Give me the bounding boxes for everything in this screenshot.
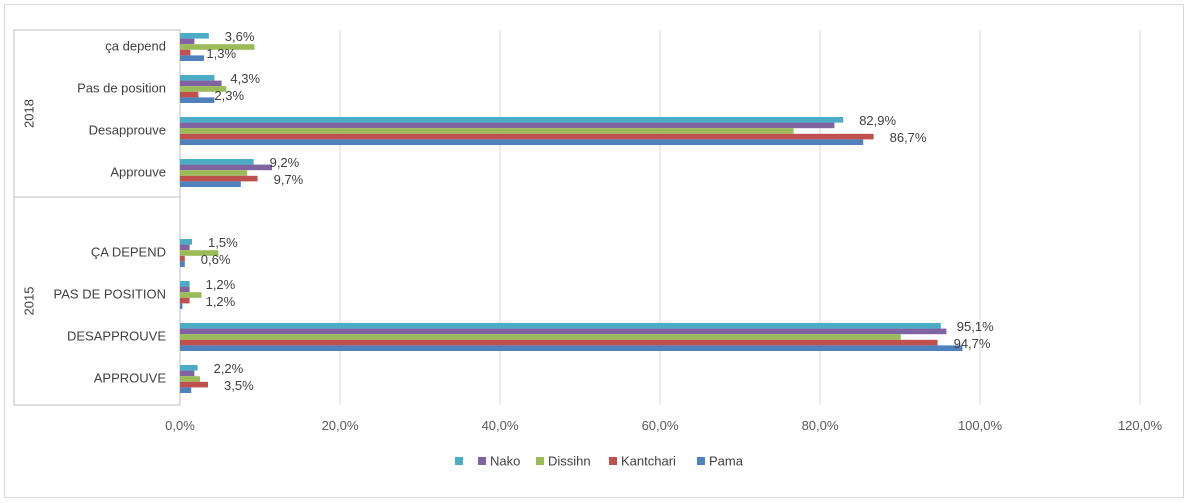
- bar: [180, 345, 962, 351]
- bar: [180, 176, 258, 182]
- bar: [180, 181, 241, 187]
- bar: [180, 329, 946, 335]
- bar: [180, 55, 204, 61]
- legend-label: Dissihn: [548, 453, 591, 468]
- data-label: 3,6%: [225, 29, 255, 44]
- bar: [180, 298, 190, 304]
- bar: [180, 245, 190, 251]
- data-label: 82,9%: [859, 113, 896, 128]
- bar: [180, 134, 874, 140]
- legend-swatch: [536, 457, 544, 465]
- data-label: 3,5%: [224, 378, 254, 393]
- bar: [180, 165, 272, 171]
- bar: [180, 75, 214, 81]
- data-label: 4,3%: [230, 71, 260, 86]
- legend-swatch: [455, 457, 463, 465]
- data-label: 2,3%: [214, 88, 244, 103]
- data-label: 1,5%: [208, 235, 238, 250]
- data-label: 1,3%: [206, 46, 236, 61]
- bar: [180, 123, 834, 129]
- legend-label: Kantchari: [621, 453, 676, 468]
- bar: [180, 382, 208, 388]
- bar: [180, 33, 209, 39]
- bar: [180, 159, 254, 165]
- data-label: 86,7%: [890, 130, 927, 145]
- bar: [180, 39, 194, 45]
- data-label: 94,7%: [954, 336, 991, 351]
- bar: [180, 117, 843, 123]
- data-label: 9,7%: [274, 172, 304, 187]
- data-label: 1,2%: [206, 277, 236, 292]
- data-label: 95,1%: [957, 319, 994, 334]
- bar: [180, 292, 202, 298]
- x-tick-label: 0,0%: [165, 418, 195, 433]
- category-label: ÇA DEPEND: [91, 244, 166, 259]
- bar: [180, 376, 200, 382]
- x-tick-label: 100,0%: [958, 418, 1003, 433]
- bar: [180, 239, 192, 245]
- bar: [180, 92, 198, 98]
- x-tick-label: 60,0%: [642, 418, 679, 433]
- bar: [180, 256, 185, 262]
- x-tick-label: 20,0%: [322, 418, 359, 433]
- legend-swatch: [609, 457, 617, 465]
- bar: [180, 323, 941, 329]
- data-label: 1,2%: [206, 294, 236, 309]
- legend-swatch: [478, 457, 486, 465]
- group-label: 2015: [21, 287, 36, 316]
- bar: [180, 371, 194, 377]
- bar: [180, 97, 214, 103]
- legend-label: Pama: [709, 453, 744, 468]
- bar: [180, 303, 182, 309]
- bar: [180, 139, 863, 145]
- category-label: ça depend: [105, 38, 166, 53]
- bar: [180, 365, 198, 371]
- bar: [180, 287, 190, 293]
- bars: [180, 33, 962, 393]
- x-tick-label: 40,0%: [482, 418, 519, 433]
- bar: [180, 81, 222, 87]
- bar: [180, 50, 190, 56]
- bar: [180, 387, 191, 393]
- bar: [180, 128, 794, 134]
- legend-swatch: [697, 457, 705, 465]
- group-label: 2018: [21, 99, 36, 128]
- category-label: APPROUVE: [94, 370, 167, 385]
- bar: [180, 334, 901, 340]
- category-label: PAS DE POSITION: [54, 286, 166, 301]
- x-tick-label: 80,0%: [802, 418, 839, 433]
- category-label: Pas de position: [77, 80, 166, 95]
- bar: [180, 261, 185, 267]
- bar: [180, 340, 938, 346]
- category-label: Desapprouve: [89, 122, 166, 137]
- bar: [180, 281, 190, 287]
- category-label: DESAPPROUVE: [67, 328, 166, 343]
- data-label: 9,2%: [270, 155, 300, 170]
- data-label: 0,6%: [201, 252, 231, 267]
- legend-label: Nako: [490, 453, 520, 468]
- x-tick-label: 120,0%: [1118, 418, 1163, 433]
- legend: Nako Dissihn Kantchari Pama: [455, 453, 744, 468]
- x-axis-ticks: 0,0% 20,0% 40,0% 60,0% 80,0% 100,0% 120,0%: [165, 418, 1162, 433]
- group-axis: 2018 2015 ça depend Pas de position Desappro…: [14, 30, 180, 405]
- data-label: 2,2%: [214, 361, 244, 376]
- bar: [180, 170, 247, 176]
- category-label: Approuve: [110, 164, 166, 179]
